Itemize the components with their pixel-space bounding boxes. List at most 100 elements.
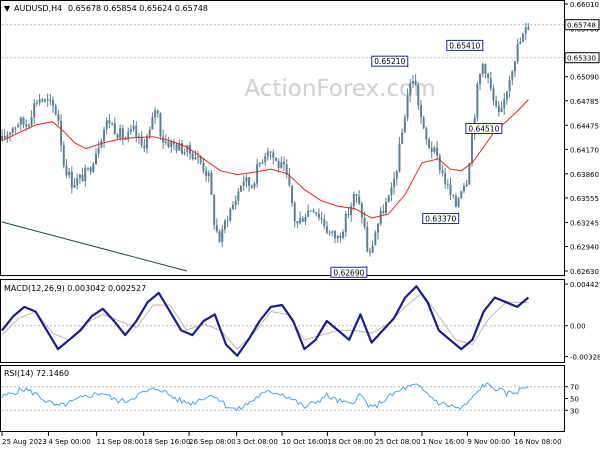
candle-body (9, 132, 12, 135)
candle-body (46, 99, 49, 101)
candle-body (70, 171, 73, 188)
candle-body (438, 155, 441, 170)
candle-body (248, 177, 251, 186)
candle-body (334, 231, 337, 239)
candle-body (484, 63, 487, 74)
time-tick-label: 16 Nov 08:00 (514, 438, 561, 446)
annotation-label: 0.64510 (468, 124, 499, 133)
candle-body (371, 245, 374, 253)
candle-body (121, 128, 124, 140)
macd-title: MACD(12,26,9) 0.003042 0.002527 (4, 284, 146, 293)
candle-body (304, 216, 307, 222)
candle-body (234, 200, 237, 205)
candle-body (320, 217, 323, 220)
candle-body (468, 163, 471, 185)
candle-body (495, 100, 498, 106)
candle-body (387, 195, 390, 202)
candle-body (95, 153, 97, 165)
candle-body (27, 124, 30, 127)
rsi-tick-label: 30 (570, 407, 579, 415)
candle-body (368, 251, 371, 253)
candle-body (406, 95, 409, 118)
candle-body (213, 194, 216, 225)
candle-body (425, 128, 428, 140)
candle-body (331, 231, 334, 234)
candle-body (35, 102, 38, 104)
candle-body (522, 33, 525, 42)
candle-body (1, 135, 3, 141)
candle-body (352, 194, 355, 207)
candle-body (414, 80, 417, 86)
candle-body (180, 143, 183, 154)
candle-body (336, 235, 339, 239)
candle-body (17, 124, 20, 128)
moving-average-line (1, 99, 529, 219)
candle-body (385, 201, 388, 214)
dropdown-arrow-icon[interactable]: ▼ (4, 4, 11, 13)
time-tick-label: 1 Nov 16:00 (422, 438, 465, 446)
watermark: ActionForex.com (244, 76, 435, 102)
price-tick-label: 0.63245 (570, 219, 599, 227)
rsi-pane: 70 50 30 (1, 382, 579, 415)
candle-body (229, 209, 232, 221)
candle-body (411, 80, 414, 84)
candle-body (492, 88, 495, 101)
candle-body (444, 172, 447, 184)
price-tick-label: 0.64170 (570, 146, 599, 154)
candle-body (60, 120, 63, 146)
time-tick-label: 3 Oct 08:00 (237, 438, 278, 446)
time-tick-label: 26 Sep 08:00 (189, 438, 236, 446)
candle-body (503, 99, 506, 109)
candle-body (162, 136, 165, 143)
candle-body (366, 226, 369, 252)
candle-body (460, 191, 463, 199)
price-label-box (564, 19, 600, 31)
candle-body (436, 147, 439, 156)
candle-body (210, 172, 213, 195)
candle-body (527, 27, 530, 30)
candle-body (382, 210, 385, 214)
candle-body (159, 113, 162, 137)
candle-body (516, 44, 519, 62)
candle-body (105, 120, 108, 130)
candle-body (186, 145, 189, 152)
candle-body (167, 141, 170, 147)
macd-main-line (1, 285, 530, 357)
candle-body (403, 117, 406, 133)
candle-body (199, 156, 202, 163)
candle-body (462, 186, 465, 192)
candle-body (54, 105, 57, 115)
candle-body (277, 161, 280, 168)
symbol-label: AUDUSD,H4 (14, 4, 62, 13)
candle-body (476, 83, 479, 118)
candle-body (38, 99, 41, 103)
candle-body (449, 184, 452, 195)
candle-body (433, 147, 436, 152)
candle-body (360, 203, 363, 218)
candle-body (84, 168, 87, 182)
candle-body (11, 128, 14, 133)
candle-body (307, 210, 310, 217)
candle-body (127, 131, 130, 140)
candle-body (479, 74, 482, 84)
annotation-label: 0.62690 (333, 268, 364, 277)
candle-body (325, 226, 328, 233)
candle-body (452, 194, 455, 196)
time-tick-label: 18 Sep 16:00 (144, 438, 191, 446)
candle-body (76, 178, 79, 185)
candle-body (258, 162, 261, 165)
candle-body (223, 220, 226, 230)
candle-body (22, 117, 25, 125)
price-label-box (564, 52, 600, 64)
candle-body (100, 141, 103, 148)
candle-body (183, 151, 186, 154)
price-label: 0.65330 (567, 55, 596, 63)
candle-body (409, 83, 412, 96)
candle-body (269, 151, 272, 153)
candle-body (299, 218, 302, 224)
candle-body (62, 145, 65, 166)
price-tick-label: 0.65090 (570, 74, 599, 82)
candle-body (441, 169, 444, 173)
annotation-box (330, 266, 368, 278)
candle-body (430, 147, 433, 152)
